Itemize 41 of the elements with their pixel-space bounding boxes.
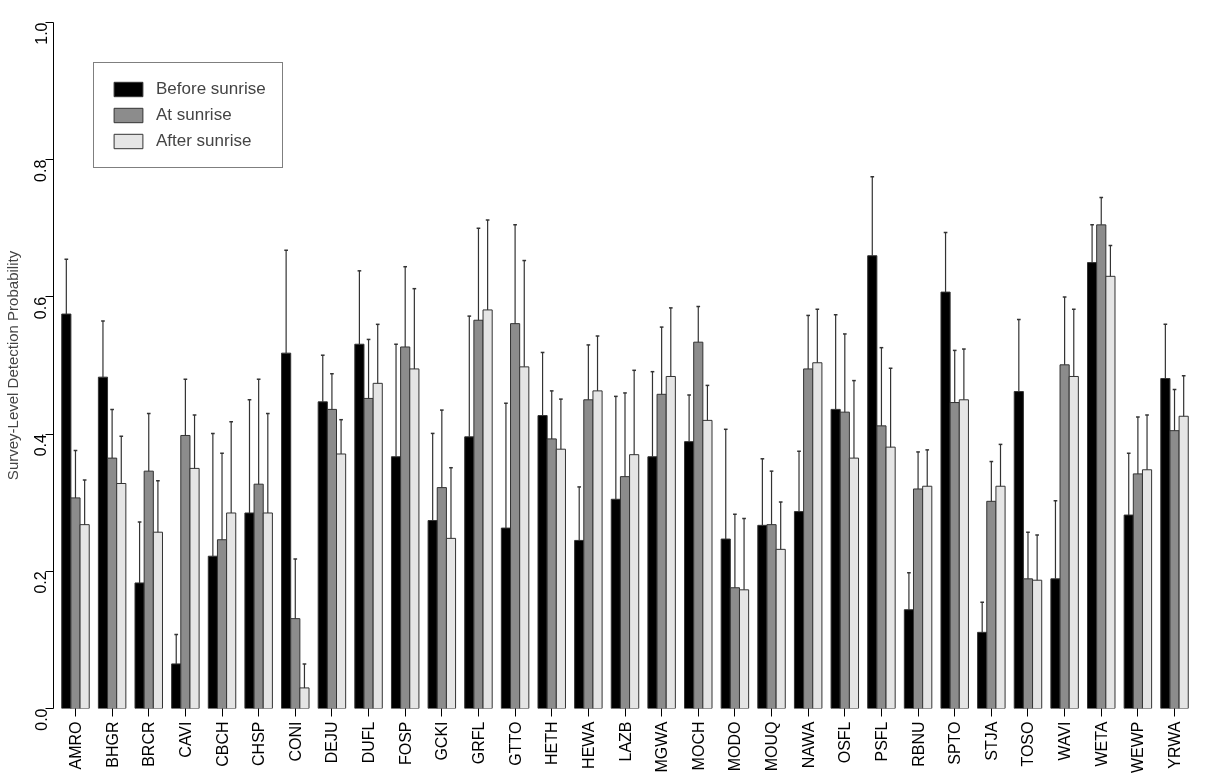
x-tick-label: RBNU (909, 721, 927, 767)
x-tick-label: OSFL (836, 721, 854, 764)
x-tick-label: DEJU (323, 721, 341, 764)
x-tick-label: GCKI (433, 721, 451, 761)
y-tick-label: 0.6 (32, 296, 50, 320)
x-tick-label: DUFL (360, 721, 378, 764)
x-tick-label: WETA (1092, 721, 1110, 767)
x-tick-label: GTTO (506, 721, 524, 766)
y-tick-label: 0.2 (32, 571, 50, 594)
x-tick-label: LAZB (616, 721, 634, 762)
y-axis-title: Survey-Level Detection Probability (3, 250, 21, 481)
x-tick-label: CAVI (176, 721, 194, 758)
x-tick-label: SPTO (946, 721, 964, 765)
x-tick-label: STJA (982, 721, 1000, 761)
y-tick-label: 0.0 (32, 708, 50, 731)
legend-label: After sunrise (156, 131, 252, 151)
x-tick-label: CHSP (250, 721, 268, 766)
y-tick-label: 0.4 (32, 434, 50, 457)
x-tick-label: HEWA (579, 721, 597, 769)
x-tick-label: NAWA (799, 721, 817, 769)
x-tick-label: TOSO (1019, 721, 1037, 767)
x-tick-label: MGWA (653, 721, 671, 773)
x-tick-label: BRCR (140, 721, 158, 767)
x-tick-label: HETH (543, 721, 561, 766)
legend-label: Before sunrise (156, 79, 266, 99)
y-tick-label: 0.8 (32, 159, 50, 182)
x-tick-label: PSFL (872, 721, 890, 762)
x-tick-label: MOCH (689, 721, 707, 771)
x-tick-label: WAVI (1056, 721, 1074, 761)
legend-label: At sunrise (156, 105, 232, 125)
x-tick-label: GRFL (469, 721, 487, 765)
x-tick-label: MODO (726, 721, 744, 772)
y-tick-label: 1.0 (32, 22, 50, 45)
x-tick-label: FOSP (396, 721, 414, 766)
x-tick-label: AMRO (66, 721, 84, 770)
x-tick-label: YRWA (1166, 721, 1184, 769)
x-tick-label: BHGR (103, 721, 121, 768)
x-tick-label: MOUQ (763, 721, 781, 772)
x-tick-label: CBCH (213, 721, 231, 767)
x-tick-label: WEWP (1129, 721, 1147, 774)
x-tick-label: CONI (286, 721, 304, 762)
